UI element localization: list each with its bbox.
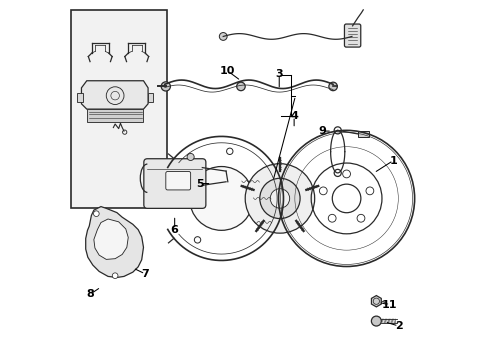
Circle shape — [219, 32, 226, 40]
Polygon shape — [371, 296, 381, 307]
Text: 10: 10 — [219, 66, 235, 76]
Polygon shape — [86, 109, 143, 122]
Text: 4: 4 — [289, 111, 298, 121]
Text: 9: 9 — [318, 126, 326, 136]
Circle shape — [365, 187, 373, 195]
FancyBboxPatch shape — [143, 159, 205, 208]
FancyBboxPatch shape — [71, 10, 166, 208]
Text: 6: 6 — [170, 225, 178, 235]
Text: 8: 8 — [86, 289, 94, 299]
Circle shape — [327, 214, 335, 222]
Circle shape — [173, 179, 179, 185]
Circle shape — [161, 82, 170, 91]
Circle shape — [342, 170, 350, 178]
FancyBboxPatch shape — [344, 24, 360, 47]
Circle shape — [236, 82, 244, 91]
Text: 2: 2 — [394, 321, 402, 331]
Polygon shape — [94, 219, 128, 260]
Circle shape — [356, 214, 364, 222]
Circle shape — [319, 187, 326, 195]
Text: 3: 3 — [275, 69, 283, 79]
Circle shape — [259, 178, 300, 219]
Bar — [357, 131, 368, 138]
Bar — [148, 93, 153, 102]
Circle shape — [370, 316, 381, 326]
Polygon shape — [85, 207, 143, 278]
Circle shape — [270, 189, 289, 208]
Circle shape — [112, 273, 118, 279]
Text: 1: 1 — [389, 156, 396, 166]
Polygon shape — [81, 81, 148, 109]
Circle shape — [93, 211, 99, 216]
Circle shape — [189, 167, 253, 230]
Text: 11: 11 — [381, 300, 396, 310]
Bar — [77, 93, 82, 102]
FancyBboxPatch shape — [165, 171, 190, 190]
Circle shape — [226, 148, 232, 154]
Circle shape — [187, 153, 194, 161]
Circle shape — [328, 82, 337, 91]
Circle shape — [194, 237, 200, 243]
Text: 7: 7 — [141, 269, 149, 279]
Text: 5: 5 — [196, 179, 203, 189]
Circle shape — [244, 164, 314, 233]
